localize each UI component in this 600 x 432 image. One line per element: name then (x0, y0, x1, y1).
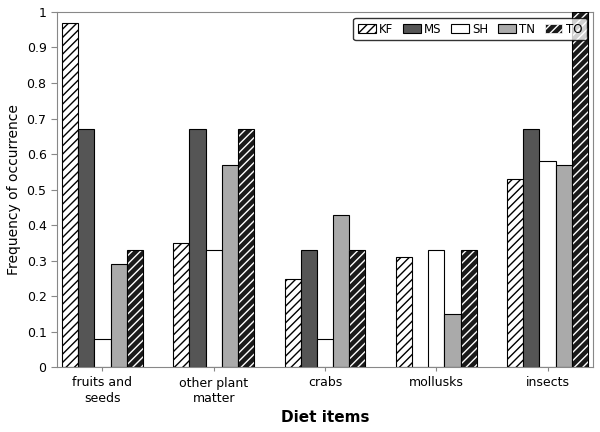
Bar (222, 165, 238, 368)
Bar (284, 279, 301, 368)
Bar (539, 161, 556, 368)
Bar (428, 250, 445, 368)
X-axis label: Diet items: Diet items (281, 410, 369, 425)
Bar (461, 250, 477, 368)
Bar (190, 129, 206, 368)
Bar (461, 250, 477, 368)
Bar (445, 314, 461, 368)
Bar (572, 12, 588, 368)
Bar (333, 215, 349, 368)
Bar (572, 12, 588, 368)
Bar (62, 22, 78, 368)
Bar (238, 129, 254, 368)
Bar (206, 250, 222, 368)
Bar (349, 250, 365, 368)
Bar (523, 129, 539, 368)
Bar (173, 243, 190, 368)
Bar (110, 264, 127, 368)
Bar (507, 179, 523, 368)
Bar (556, 165, 572, 368)
Y-axis label: Frequency of occurrence: Frequency of occurrence (7, 104, 21, 275)
Bar (94, 339, 110, 368)
Bar (317, 339, 333, 368)
Bar (238, 129, 254, 368)
Bar (349, 250, 365, 368)
Bar (78, 129, 94, 368)
Legend: KF, MS, SH, TN, TO: KF, MS, SH, TN, TO (353, 18, 587, 40)
Bar (127, 250, 143, 368)
Bar (127, 250, 143, 368)
Bar (301, 250, 317, 368)
Bar (396, 257, 412, 368)
